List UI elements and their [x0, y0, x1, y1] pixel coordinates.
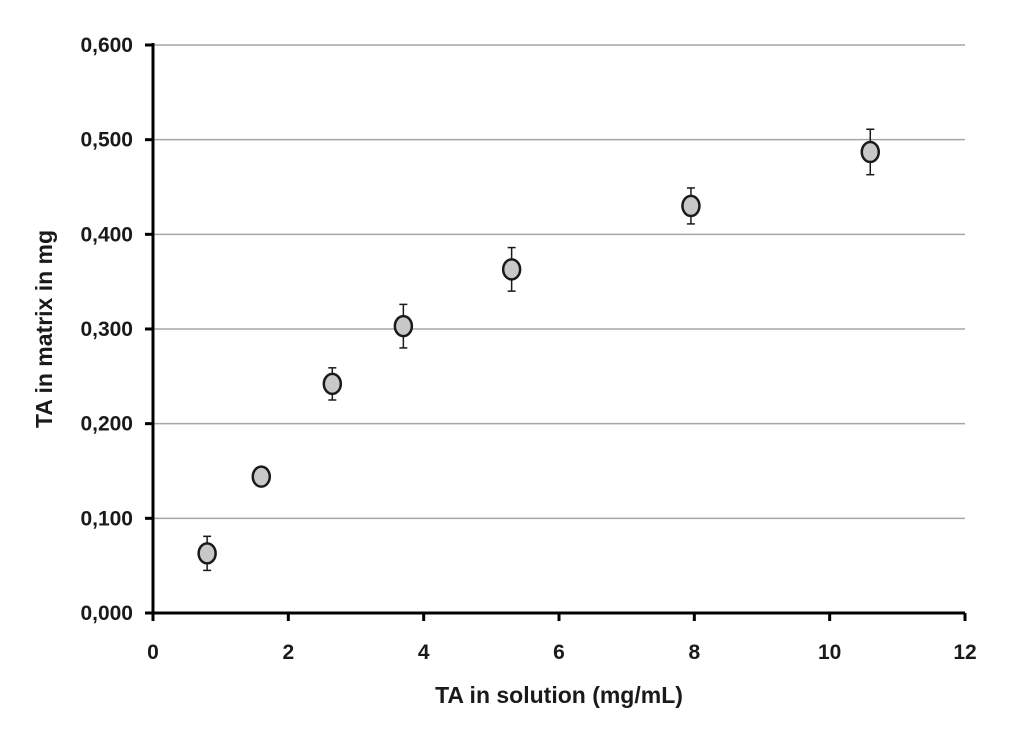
x-tick-label: 12 [953, 641, 976, 664]
data-point [197, 542, 217, 565]
data-point [393, 314, 414, 338]
y-tick-label: 0,200 [80, 413, 133, 436]
error-bars [203, 128, 875, 572]
y-axis-title: TA in matrix in mg [31, 230, 57, 428]
ticks: 0,000 0,100 0,200 0,300 0,400 0,500 0,600 0 2 4 6 8… [80, 34, 976, 664]
y-tick-label: 0,500 [80, 129, 133, 152]
x-tick-label: 2 [282, 641, 294, 664]
data-point [860, 140, 881, 164]
y-tick-label: 0,100 [80, 507, 133, 530]
x-tick-label: 6 [553, 641, 565, 664]
x-tick-label: 10 [818, 641, 841, 664]
y-tick-label: 0,000 [80, 602, 133, 625]
data-point [681, 194, 701, 218]
axes [151, 43, 965, 615]
gridlines [153, 44, 965, 520]
y-tick-label: 0,400 [80, 223, 133, 246]
x-tick-label: 4 [418, 641, 430, 664]
data-point [251, 465, 272, 488]
data-point [501, 258, 522, 281]
data-point [322, 372, 343, 396]
x-axis-title: TA in solution (mg/mL) [435, 682, 683, 708]
y-tick-label: 0,600 [80, 34, 133, 57]
data-points [197, 140, 881, 565]
x-tick-label: 0 [147, 641, 159, 664]
y-tick-label: 0,300 [80, 318, 133, 341]
x-tick-label: 8 [688, 641, 700, 664]
